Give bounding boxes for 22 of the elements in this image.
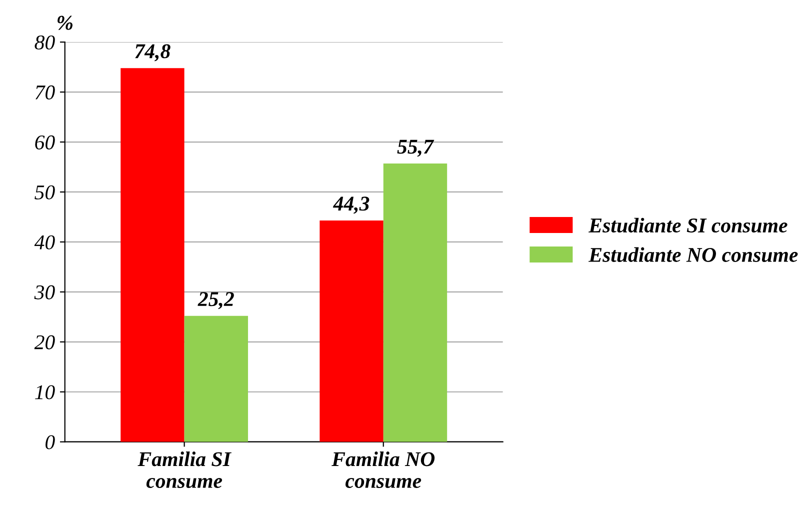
bar	[120, 68, 184, 442]
data-label: 74,8	[135, 44, 170, 62]
bar	[184, 316, 248, 442]
y-axis-title: %	[58, 16, 72, 30]
legend-label: Estudiante SI consume	[588, 218, 788, 233]
bar	[383, 164, 448, 442]
y-tick-label: 50	[34, 185, 55, 200]
data-label: 25,2	[198, 292, 234, 310]
y-tick-label: 20	[34, 335, 55, 350]
y-tick-label: 70	[36, 85, 55, 100]
legend-label: Estudiante NO consume	[588, 247, 798, 262]
x-tick-label: Familia SI consume	[138, 452, 232, 488]
y-tick-label: 60	[35, 135, 55, 150]
y-tick-label: 80	[34, 35, 55, 50]
y-tick-label: 0	[46, 435, 55, 450]
data-label: 55,7	[397, 140, 434, 157]
y-tick-label: 30	[34, 285, 55, 300]
y-tick-label: 40	[34, 235, 55, 250]
y-tick-label: 10	[35, 385, 55, 400]
x-tick-label: Familia NO consume	[332, 452, 435, 488]
data-label: 44,3	[332, 196, 370, 214]
bar	[320, 220, 384, 442]
